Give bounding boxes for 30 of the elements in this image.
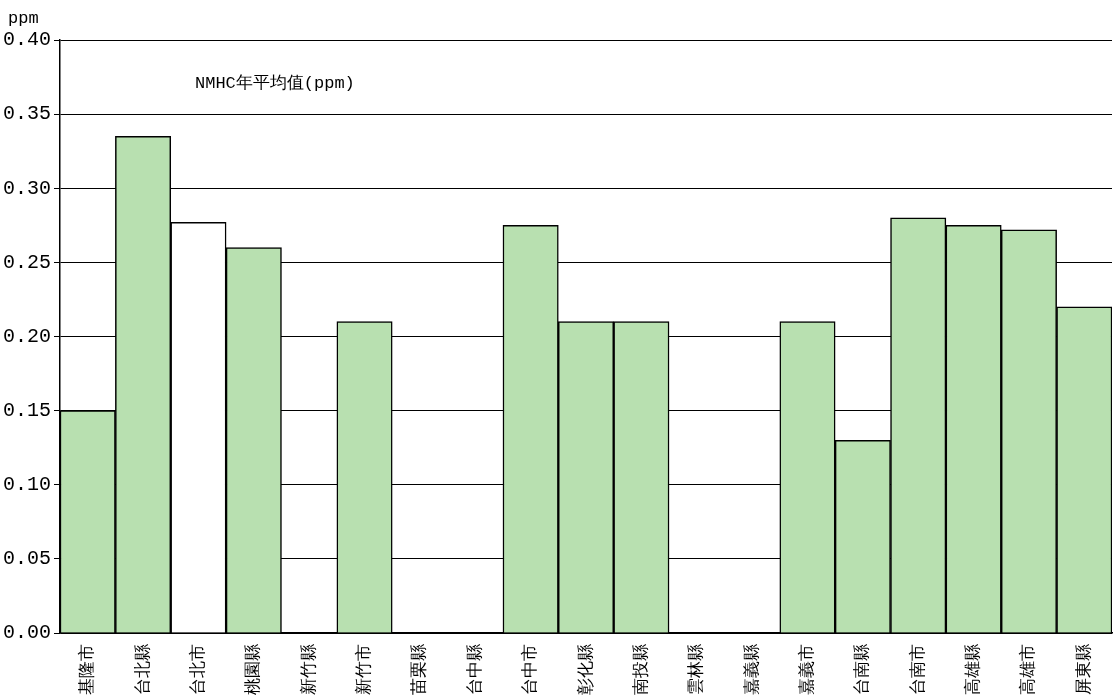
y-tick-label: 0.00: [2, 621, 52, 645]
y-tick-label: 0.30: [2, 176, 52, 200]
x-tick-label: 台北市: [187, 644, 208, 695]
y-tick-label: 0.35: [2, 102, 52, 126]
y-tick-label: 0.20: [2, 324, 52, 348]
x-tick-label: 苗栗縣: [410, 644, 430, 695]
x-tick-label: 高雄縣: [963, 644, 984, 695]
text: NMHC年平均值(ppm): [195, 73, 355, 93]
x-tick-label: 屏東縣: [1074, 644, 1094, 695]
x-tick-label: 桃園縣: [244, 644, 264, 695]
y-tick-label: 0.40: [2, 28, 52, 52]
x-tick-label: 高雄市: [1018, 644, 1039, 695]
x-tick-label: 彰化縣: [575, 644, 596, 695]
y-tick-label: 0.15: [2, 398, 52, 422]
x-tick-label: 嘉義市: [796, 644, 817, 695]
y-tick-label: 0.05: [2, 547, 52, 571]
x-tick-label: 台北縣: [132, 644, 153, 695]
x-tick-label: 南投縣: [631, 644, 651, 695]
y-tick-label: 0.25: [2, 250, 52, 274]
x-tick-label: 基隆市: [77, 644, 98, 695]
x-tick-label: 雲林縣: [687, 644, 707, 695]
x-tick-label: 台南市: [907, 644, 928, 695]
y-axis-title: ppm: [8, 9, 39, 28]
x-tick-label: 新竹市: [354, 644, 375, 695]
x-tick-label: 嘉義縣: [742, 644, 762, 695]
x-tick-label: 台中市: [520, 644, 541, 695]
y-tick-label: 0.10: [2, 473, 52, 497]
x-tick-label: 台南縣: [852, 644, 873, 695]
x-tick-label: 新竹縣: [298, 644, 319, 695]
x-tick-label: 台中縣: [464, 644, 485, 695]
